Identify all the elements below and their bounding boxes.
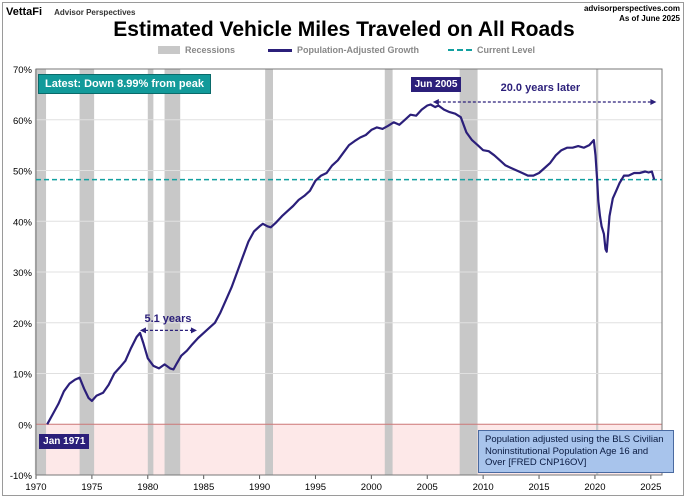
x-tick-label-7: 2005: [417, 482, 438, 493]
span-2-label: 20.0 years later: [500, 81, 581, 94]
x-tick-label-2: 1980: [137, 482, 158, 493]
x-tick-label-3: 1985: [193, 482, 214, 493]
span-2-arrow-head-left: [432, 98, 439, 105]
legend-swatch-series: [268, 48, 292, 52]
y-tick-label-2: 10%: [13, 370, 33, 381]
x-tick-label-0: 1970: [25, 482, 46, 493]
y-tick-label-3: 20%: [13, 319, 33, 330]
peak-label: Jun 2005: [410, 76, 462, 92]
as-of-date: As of June 2025: [619, 14, 680, 23]
series-line-0: [46, 103, 656, 425]
x-tick-label-4: 1990: [249, 482, 270, 493]
y-tick-label-5: 40%: [13, 217, 33, 228]
x-tick-label-10: 2020: [584, 482, 605, 493]
x-tick-label-5: 1995: [305, 482, 326, 493]
site-url: advisorperspectives.com: [583, 4, 680, 13]
start-label: Jan 1971: [39, 434, 90, 450]
y-tick-label-1: 0%: [18, 420, 32, 431]
legend-label-current-level: Current Level: [477, 45, 536, 55]
site-info: advisorperspectives.com As of June 2025: [584, 4, 680, 24]
brand-name: VettaFi: [6, 6, 43, 18]
legend-swatch-current-level: [448, 49, 472, 51]
span-1-arrow-head-left: [139, 327, 146, 334]
plot-border: [35, 68, 663, 476]
y-tick-label-7: 60%: [13, 116, 33, 127]
latest-callout: Latest: Down 8.99% from peak: [38, 74, 211, 94]
x-tick-label-1: 1975: [81, 482, 102, 493]
span-1-label: 5.1 years: [144, 313, 192, 326]
legend-label-recessions: Recessions: [185, 45, 236, 55]
x-tick-label-6: 2000: [361, 482, 382, 493]
y-tick-label-6: 50%: [13, 167, 33, 178]
span-2-arrow-head-right: [650, 98, 657, 105]
x-tick-label-8: 2010: [473, 482, 494, 493]
source-note: Population adjusted using the BLS Civili…: [478, 430, 674, 473]
y-tick-label-4: 30%: [13, 268, 33, 279]
y-tick-label-8: 70%: [13, 65, 33, 76]
legend-item-current-level: Current Level: [448, 45, 535, 55]
chart-title: Estimated Vehicle Miles Traveled on All …: [113, 18, 575, 41]
span-1-arrow-head-right: [190, 327, 197, 334]
brand-subtitle: Advisor Perspectives: [54, 8, 136, 17]
x-tick-label-9: 2015: [528, 482, 549, 493]
y-tick-label-0: -10%: [10, 471, 33, 482]
legend-swatch-recessions: [158, 46, 180, 54]
x-tick-label-11: 2025: [640, 482, 661, 493]
brand-logo: VettaFi Advisor Perspectives: [6, 6, 135, 18]
chart-frame: [2, 2, 684, 496]
legend-label-series: Population-Adjusted Growth: [297, 45, 419, 55]
legend-item-series: Population-Adjusted Growth: [268, 45, 419, 55]
legend-item-recessions: Recessions: [158, 45, 235, 55]
